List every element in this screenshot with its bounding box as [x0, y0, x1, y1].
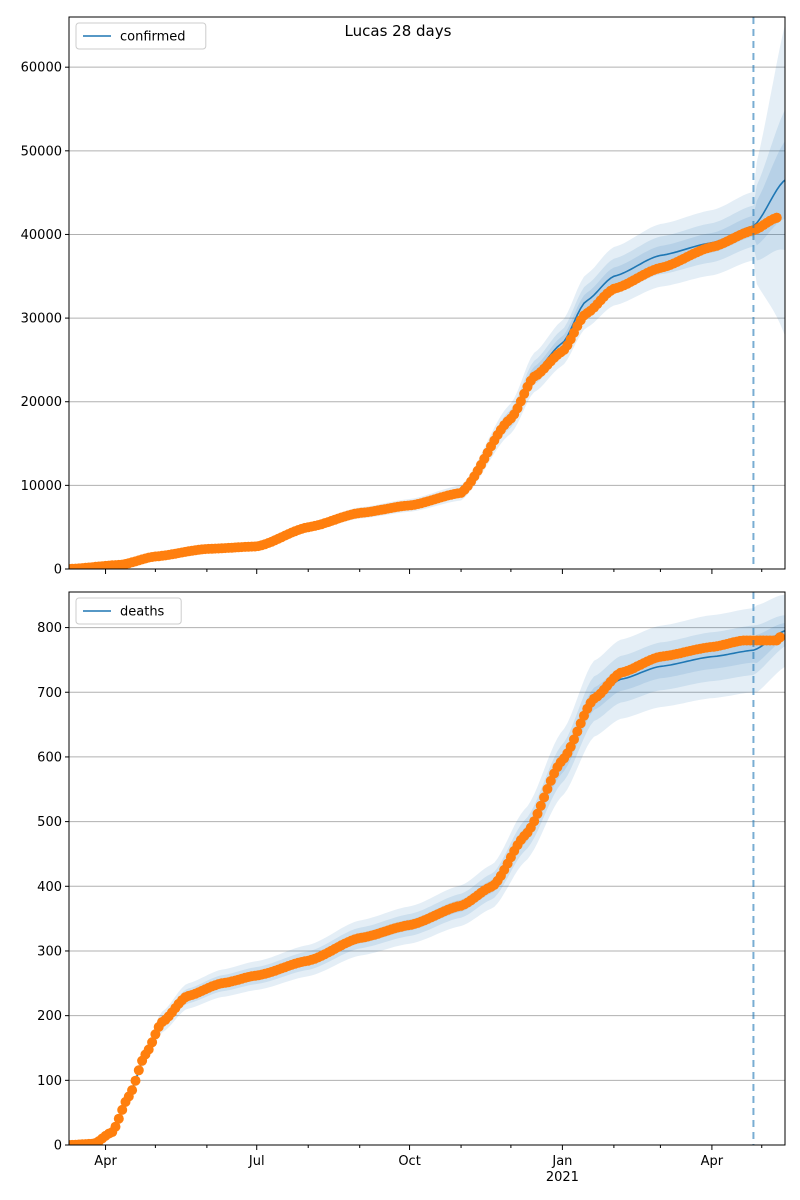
- y-tick-label: 400: [37, 880, 62, 895]
- y-tick-label: 40000: [21, 228, 62, 243]
- x-tick-label: Jul: [248, 1154, 265, 1169]
- observed-point: [117, 1104, 128, 1115]
- observed-point: [569, 734, 579, 745]
- observed-point: [133, 1065, 144, 1076]
- uncertainty-band-3: [69, 24, 785, 569]
- legend-box: [75, 597, 182, 625]
- legend-box: [75, 22, 207, 50]
- observed-point: [771, 212, 782, 223]
- y-tick-label: 50000: [21, 144, 62, 159]
- observed-point: [515, 396, 526, 407]
- axes-frame: [68, 591, 786, 1146]
- x-tick-sublabel: 2021: [546, 1170, 579, 1185]
- observed-series: [69, 632, 785, 1145]
- y-tick-label: 60000: [21, 61, 62, 76]
- x-tick-label: Apr: [701, 1154, 724, 1169]
- observed-point: [113, 1113, 124, 1124]
- observed-point: [127, 1085, 138, 1096]
- observed-point: [575, 718, 586, 729]
- x-tick-label: Apr: [94, 1154, 117, 1169]
- observed-point: [130, 1075, 141, 1086]
- legend-label: confirmed: [120, 30, 186, 45]
- y-tick-label: 600: [37, 750, 62, 765]
- y-tick-label: 30000: [21, 312, 62, 327]
- deaths-panel: 0 100 200 300 400 500 600 700 800 Apr Jul Oct Jan202…: [37, 591, 786, 1185]
- y-tick-label: 700: [37, 686, 62, 701]
- y-tick-label: 800: [37, 621, 62, 636]
- x-tick-label: Oct: [398, 1154, 420, 1169]
- axes-frame: [68, 16, 786, 570]
- y-tick-label: 0: [54, 1139, 62, 1154]
- observed-point: [535, 800, 546, 811]
- plot-area: [69, 594, 785, 1145]
- legend: confirmed: [75, 22, 207, 50]
- figure-title: Lucas 28 days: [345, 22, 452, 40]
- plot-area: [69, 24, 785, 569]
- y-tick-label: 20000: [21, 395, 62, 410]
- observed-point: [110, 1121, 121, 1132]
- observed-series: [69, 212, 782, 569]
- y-tick-label: 500: [37, 815, 62, 830]
- legend: deaths: [75, 597, 182, 625]
- observed-point: [775, 632, 785, 643]
- y-tick-label: 100: [37, 1074, 62, 1089]
- x-tick-label: Jan: [551, 1154, 572, 1169]
- y-tick-label: 200: [37, 1009, 62, 1024]
- observed-point: [147, 1037, 158, 1048]
- confirmed-panel: 0 10000 20000 30000 40000 50000 60000 confirmed: [21, 16, 786, 578]
- model-line: [69, 630, 785, 1145]
- uncertainty-band-2: [69, 615, 785, 1145]
- y-tick-label: 10000: [21, 479, 62, 494]
- observed-point: [542, 784, 553, 794]
- observed-point: [572, 726, 583, 737]
- y-tick-label: 0: [54, 563, 62, 578]
- legend-label: deaths: [120, 605, 165, 620]
- observed-point: [532, 808, 543, 819]
- y-tick-label: 300: [37, 944, 62, 959]
- observed-point: [539, 792, 550, 803]
